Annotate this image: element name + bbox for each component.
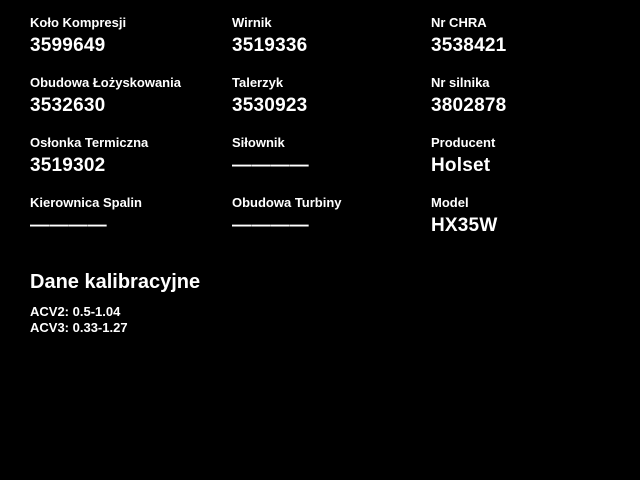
field-label: Koło Kompresji — [30, 15, 127, 30]
calibration-lines: ACV2: 0.5-1.04 ACV3: 0.33-1.27 — [30, 304, 200, 336]
field-value: 3519302 — [30, 155, 106, 176]
field-label: Nr CHRA — [431, 15, 487, 30]
field-nr-silnika: Nr silnika 3802878 — [431, 75, 610, 135]
field-nr-chra: Nr CHRA 3538421 — [431, 15, 610, 75]
field-value-empty-dash: ———— — [232, 215, 309, 236]
calibration-line-acv3: ACV3: 0.33-1.27 — [30, 320, 128, 335]
field-kolo-kompresji: Koło Kompresji 3599649 — [30, 15, 232, 75]
field-obudowa-lozyskowania: Obudowa Łożyskowania 3532630 — [30, 75, 232, 135]
field-wirnik: Wirnik 3519336 — [232, 15, 431, 75]
field-model: Model HX35W — [431, 195, 610, 255]
field-obudowa-turbiny: Obudowa Turbiny ———— — [232, 195, 431, 255]
field-label: Talerzyk — [232, 75, 284, 90]
field-value: 3532630 — [30, 95, 106, 116]
field-label: Obudowa Łożyskowania — [30, 75, 181, 90]
field-value: 3519336 — [232, 35, 308, 56]
field-value: Holset — [431, 155, 491, 176]
calibration-line-acv2: ACV2: 0.5-1.04 — [30, 304, 121, 319]
field-value: 3599649 — [30, 35, 106, 56]
field-producent: Producent Holset — [431, 135, 610, 195]
field-label: Obudowa Turbiny — [232, 195, 342, 210]
parts-fields-grid: Koło Kompresji 3599649 Wirnik 3519336 Nr… — [30, 15, 610, 255]
field-oslonka-termiczna: Osłonka Termiczna 3519302 — [30, 135, 232, 195]
field-value: 3538421 — [431, 35, 507, 56]
field-kierownica-spalin: Kierownica Spalin ———— — [30, 195, 232, 255]
field-value: 3530923 — [232, 95, 308, 116]
field-value: HX35W — [431, 215, 498, 236]
field-label: Nr silnika — [431, 75, 490, 90]
calibration-section: Dane kalibracyjne ACV2: 0.5-1.04 ACV3: 0… — [30, 270, 200, 336]
field-label: Producent — [431, 135, 496, 150]
field-silownik: Siłownik ———— — [232, 135, 431, 195]
field-value-empty-dash: ———— — [30, 215, 107, 236]
field-label: Kierownica Spalin — [30, 195, 142, 210]
field-value-empty-dash: ———— — [232, 155, 309, 176]
field-talerzyk: Talerzyk 3530923 — [232, 75, 431, 135]
field-label: Model — [431, 195, 469, 210]
field-label: Wirnik — [232, 15, 272, 30]
field-value: 3802878 — [431, 95, 507, 116]
field-label: Osłonka Termiczna — [30, 135, 149, 150]
field-label: Siłownik — [232, 135, 285, 150]
calibration-heading: Dane kalibracyjne — [30, 271, 201, 293]
